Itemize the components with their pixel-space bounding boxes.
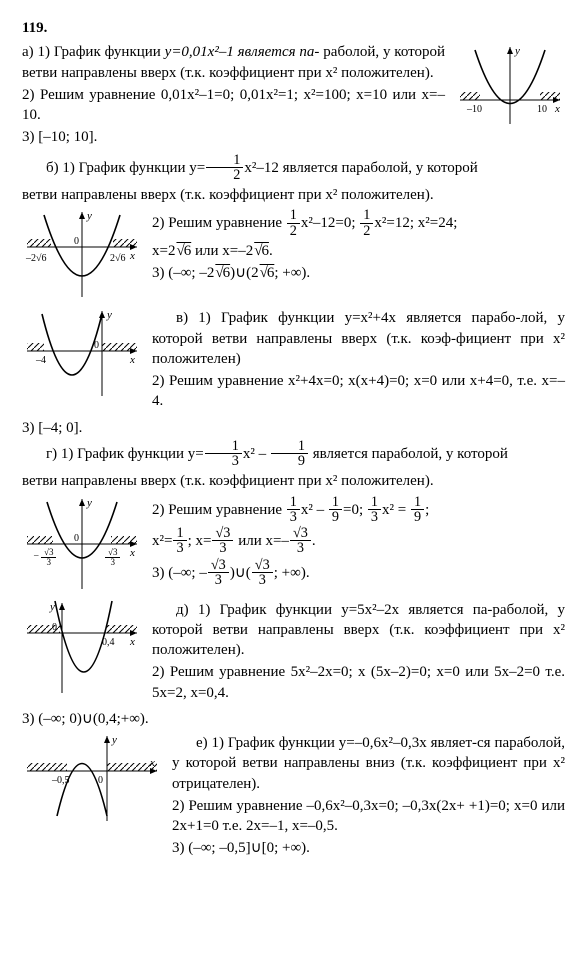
svg-text:y: y [106, 309, 112, 321]
graph-e: x y 0 0,4 [22, 598, 142, 698]
part-b-text: 2) Решим уравнение 12x²–12=0; 12x²=12; x… [152, 207, 565, 285]
part-d-row: x y 0 – √33 √33 2) Решим уравнение 13x² … [22, 494, 565, 594]
graph-b: x y 0 –2√6 2√6 [22, 207, 142, 302]
svg-text:0,4: 0,4 [102, 637, 115, 648]
part-b-line1: б) 1) График функции y=12x²–12 является … [22, 154, 565, 184]
part-a-text: а) 1) График функции y=0,01x²–1 является… [22, 42, 445, 149]
part-b-line2: ветви направлены вверх (т.к. коэффициент… [22, 185, 565, 205]
svg-text:0: 0 [98, 775, 103, 786]
graph-c: x y –4 0 [22, 306, 142, 401]
svg-text:–4: –4 [35, 355, 46, 366]
svg-text:x: x [129, 354, 135, 366]
svg-text:–2√6: –2√6 [25, 253, 47, 264]
task-number: 119. [22, 18, 565, 38]
part-d-text: 2) Решим уравнение 13x² – 19=0; 13x² = 1… [152, 494, 565, 591]
graph-a: x y –10 10 [455, 42, 565, 130]
part-e-text: д) 1) График функции y=5x²–2x является п… [152, 598, 565, 705]
svg-text:y: y [514, 45, 520, 57]
svg-text:0: 0 [74, 533, 79, 544]
graph-d: x y 0 – √33 √33 [22, 494, 142, 594]
a-line3: 2) Решим уравнение 0,01x²–1=0; 0,01x²=1;… [22, 85, 445, 126]
part-f-text: е) 1) График функции y=–0,6x²–0,3x являе… [172, 731, 565, 861]
svg-text:y: y [49, 601, 55, 613]
part-d-line2: ветви направлены вверх (т.к. коэффициент… [22, 471, 565, 491]
part-d-line1: г) 1) График функции y=13x² – 19 являетс… [22, 440, 565, 470]
svg-text:y: y [86, 497, 92, 509]
svg-text:–10: –10 [466, 104, 482, 115]
part-b-row: x y 0 –2√6 2√6 2) Решим уравнение 12x²–1… [22, 207, 565, 302]
svg-text:0: 0 [52, 622, 57, 633]
svg-text:0: 0 [94, 340, 99, 351]
svg-text:0: 0 [74, 236, 79, 247]
a-line1: а) 1) График функции y=0,01x²–1 является… [22, 44, 319, 60]
svg-text:–0,5: –0,5 [51, 775, 70, 786]
svg-text:x: x [129, 636, 135, 648]
part-e-line3: 3) (–∞; 0)∪(0,4;+∞). [22, 709, 565, 729]
a-line4: 3) [–10; 10]. [22, 127, 445, 147]
part-e-row: x y 0 0,4 д) 1) График функции y=5x²–2x … [22, 598, 565, 705]
part-f-row: x y –0,5 0 е) 1) График функции y=–0,6x²… [22, 731, 565, 861]
svg-text:y: y [86, 210, 92, 222]
graph-f: x y –0,5 0 [22, 731, 162, 826]
part-c-row: x y –4 0 в) 1) График функции y=x²+4x яв… [22, 306, 565, 413]
svg-text:x: x [554, 103, 560, 115]
svg-text:10: 10 [537, 104, 547, 115]
svg-text:x: x [129, 547, 135, 559]
svg-text:–: – [33, 550, 39, 560]
svg-text:x: x [129, 250, 135, 262]
part-c-line3: 3) [–4; 0]. [22, 418, 565, 438]
svg-text:2√6: 2√6 [110, 253, 126, 264]
part-c-text: в) 1) График функции y=x²+4x является па… [152, 306, 565, 413]
svg-text:y: y [111, 734, 117, 746]
part-a-row: а) 1) График функции y=0,01x²–1 является… [22, 42, 565, 149]
